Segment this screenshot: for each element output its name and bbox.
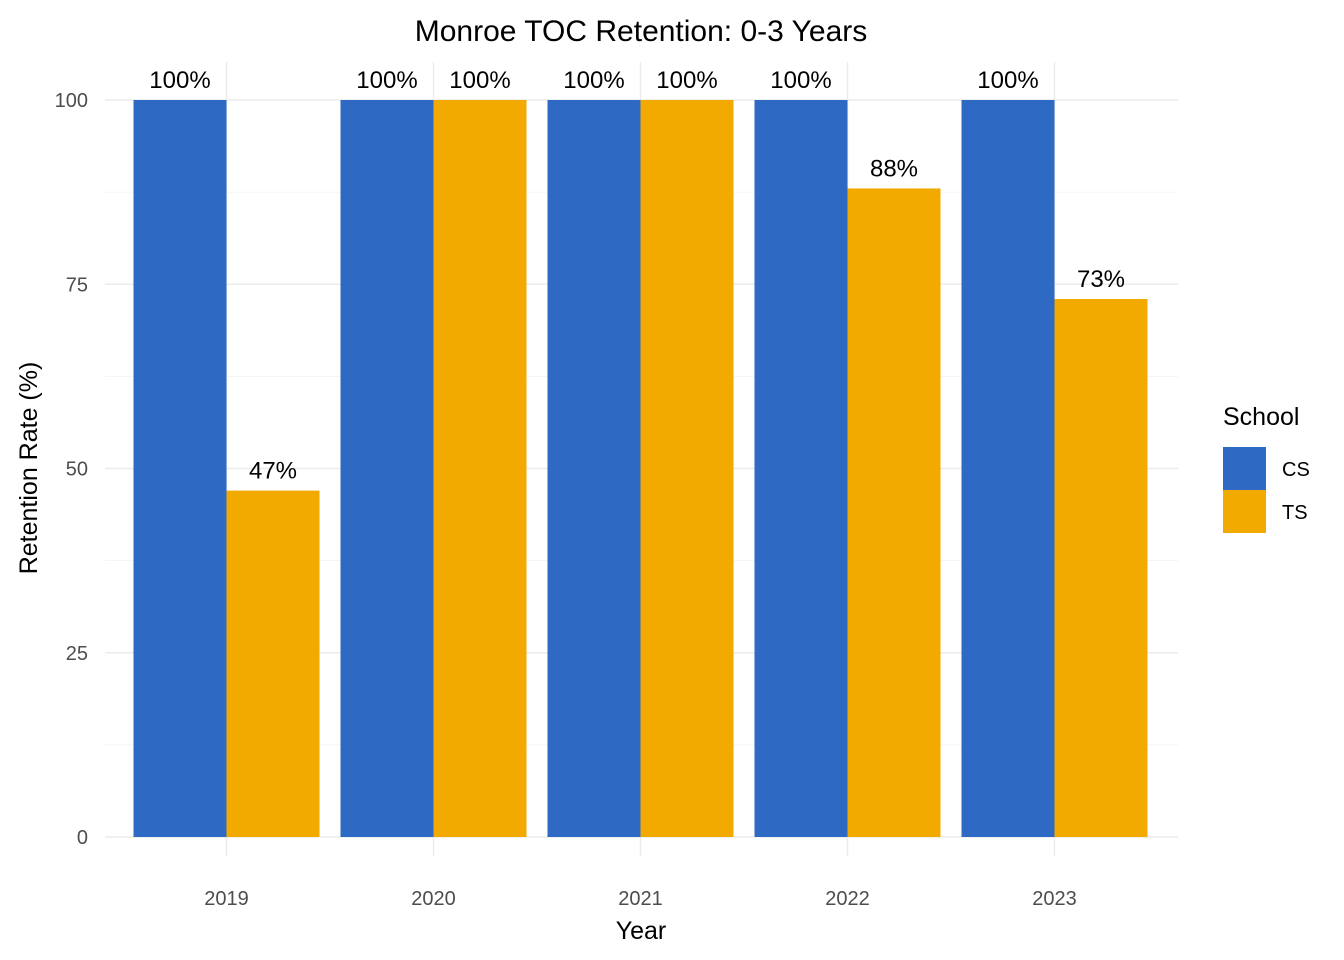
legend: School CS TS xyxy=(1223,403,1310,533)
x-axis-ticks: 2019 2020 2021 2022 2023 xyxy=(204,888,1077,910)
data-label-cs-2021: 100% xyxy=(563,67,624,94)
x-tick-label: 2023 xyxy=(1032,888,1077,910)
x-axis-title: Year xyxy=(616,917,667,945)
y-tick-label: 75 xyxy=(66,274,88,296)
bar-cs-2021 xyxy=(547,100,641,837)
chart-title: Monroe TOC Retention: 0-3 Years xyxy=(415,15,868,48)
legend-items: CS TS xyxy=(1223,447,1310,533)
data-label-ts-2023: 73% xyxy=(1077,266,1125,293)
bar-ts-2021 xyxy=(640,100,734,837)
y-tick-label: 25 xyxy=(66,643,88,665)
bar-ts-2020 xyxy=(433,100,527,837)
y-tick-label: 50 xyxy=(66,459,88,481)
bar-cs-2023 xyxy=(961,100,1055,837)
data-label-cs-2022: 100% xyxy=(770,67,831,94)
legend-key-cs xyxy=(1223,447,1266,490)
y-tick-label: 0 xyxy=(77,827,88,849)
x-tick-label: 2020 xyxy=(411,888,456,910)
data-label-cs-2023: 100% xyxy=(977,67,1038,94)
legend-key-ts xyxy=(1223,490,1266,533)
bar-ts-2022 xyxy=(847,188,941,837)
data-label-ts-2021: 100% xyxy=(656,67,717,94)
x-tick-label: 2019 xyxy=(204,888,249,910)
legend-title: School xyxy=(1223,403,1299,431)
data-label-ts-2020: 100% xyxy=(449,67,510,94)
x-tick-label: 2022 xyxy=(825,888,870,910)
legend-label-cs: CS xyxy=(1282,459,1310,481)
legend-label-ts: TS xyxy=(1282,502,1308,524)
x-tick-label: 2021 xyxy=(618,888,663,910)
data-label-cs-2020: 100% xyxy=(356,67,417,94)
bar-cs-2019 xyxy=(133,100,227,837)
bars xyxy=(133,100,1148,837)
data-label-cs-2019: 100% xyxy=(149,67,210,94)
y-tick-label: 100 xyxy=(55,90,88,112)
y-axis-ticks: 0 25 50 75 100 xyxy=(55,90,88,849)
bar-cs-2020 xyxy=(340,100,434,837)
y-axis-title: Retention Rate (%) xyxy=(15,362,43,575)
bar-ts-2023 xyxy=(1054,298,1148,837)
data-label-ts-2019: 47% xyxy=(249,458,297,485)
bar-cs-2022 xyxy=(754,100,848,837)
data-label-ts-2022: 88% xyxy=(870,155,918,182)
data-labels: 100% 47% 100% 100% 100% 100% 100% 88% 100% 73% xyxy=(149,67,1125,485)
bar-ts-2019 xyxy=(226,490,320,837)
